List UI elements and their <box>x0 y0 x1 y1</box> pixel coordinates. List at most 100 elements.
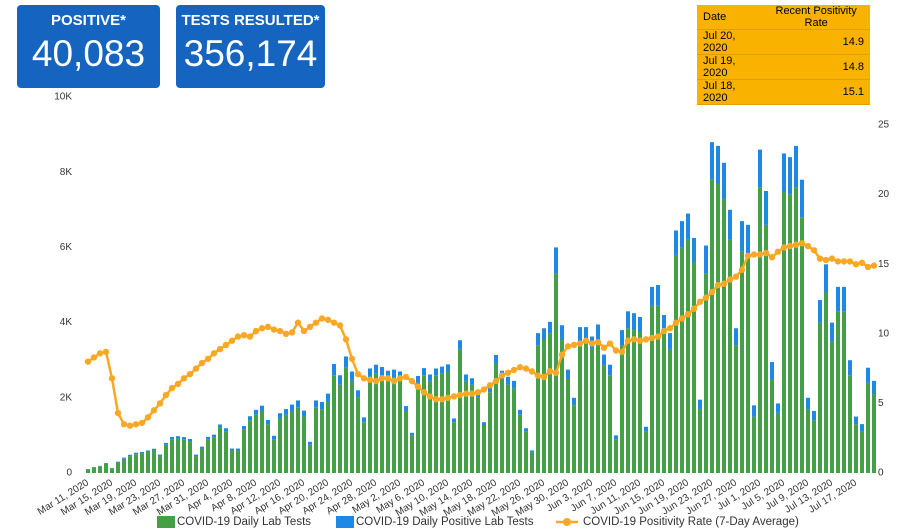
x-tick-label: Apr 28, 2020 <box>325 477 380 517</box>
line-point <box>588 340 596 347</box>
bar <box>146 450 150 452</box>
bar <box>530 452 534 473</box>
bar <box>572 405 576 473</box>
x-tick-label: May 14, 2020 <box>418 477 476 519</box>
table-header: Recent Positivity Rate <box>762 5 870 30</box>
line-point <box>534 372 542 379</box>
bar <box>614 435 618 440</box>
bar <box>692 238 696 263</box>
x-tick-label: Jun 15, 2020 <box>612 477 667 517</box>
line-point <box>546 368 554 375</box>
bar <box>830 322 834 342</box>
line-point <box>768 254 776 261</box>
line-point <box>750 251 758 258</box>
line-point <box>156 400 164 407</box>
bar <box>434 375 438 473</box>
line-point <box>408 377 416 385</box>
line-point <box>540 373 548 381</box>
bar <box>848 360 852 376</box>
bar <box>212 434 216 438</box>
bar <box>188 441 192 473</box>
table-cell: Jul 18, 2020 <box>697 79 763 105</box>
line-point <box>846 258 854 265</box>
x-tick-label: Jul 13, 2020 <box>783 477 835 515</box>
bar <box>362 417 366 423</box>
bar <box>206 436 210 440</box>
bar <box>512 380 516 389</box>
bar <box>620 345 624 473</box>
line-point <box>252 327 260 335</box>
bar <box>710 179 714 473</box>
line-point <box>84 358 92 365</box>
line-point <box>792 241 800 248</box>
bar <box>230 448 234 451</box>
x-tick-label: Jul 1, 2020 <box>716 477 764 512</box>
x-tick-label: Jun 3, 2020 <box>545 477 596 514</box>
bar <box>200 446 204 449</box>
bar <box>674 254 678 473</box>
bar <box>152 450 156 473</box>
bar <box>350 380 354 473</box>
bar <box>320 401 324 410</box>
line-point <box>330 319 338 326</box>
bar <box>794 187 798 474</box>
bar <box>392 369 396 378</box>
table-cell: 14.9 <box>762 29 870 55</box>
line-point <box>288 329 296 336</box>
bar <box>506 384 510 473</box>
bar <box>638 316 642 332</box>
line-point <box>312 319 320 326</box>
bar <box>422 375 426 473</box>
bar <box>494 354 498 364</box>
line-point <box>630 336 638 343</box>
bar <box>782 191 786 473</box>
bar <box>860 424 864 432</box>
line-point <box>576 340 584 347</box>
line-point <box>342 336 350 343</box>
bar <box>608 375 612 473</box>
bar <box>176 436 180 439</box>
bar <box>134 452 138 455</box>
line-point <box>678 315 686 322</box>
line-point <box>804 242 812 250</box>
line-point <box>654 333 662 340</box>
legend-label: COVID-19 Daily Lab Tests <box>177 516 311 528</box>
line-point <box>270 326 278 333</box>
bar <box>560 325 564 340</box>
bar <box>872 394 876 473</box>
bar <box>824 264 828 293</box>
line-point <box>450 393 458 400</box>
bar <box>110 468 114 473</box>
bar <box>866 367 870 383</box>
line-point <box>168 384 176 392</box>
bar <box>290 404 294 411</box>
line-point <box>402 373 410 381</box>
line-point <box>624 337 632 344</box>
x-tick-label: Jun 19, 2020 <box>636 477 691 517</box>
line-point <box>192 365 200 372</box>
bar <box>788 157 792 195</box>
line-point <box>552 369 560 376</box>
bar <box>230 450 234 473</box>
bar <box>170 439 174 473</box>
bar <box>128 454 132 457</box>
line-point <box>456 391 464 399</box>
line <box>87 242 875 427</box>
line-point <box>396 375 404 382</box>
bar <box>104 463 108 464</box>
line-point <box>234 333 242 340</box>
bar <box>326 401 330 473</box>
bar <box>338 375 342 385</box>
line-point <box>276 327 284 335</box>
line-point <box>384 375 392 382</box>
bar <box>830 341 834 473</box>
x-tick-label: Jun 27, 2020 <box>684 477 739 517</box>
bar <box>734 328 738 346</box>
bar <box>638 332 642 473</box>
bar <box>440 373 444 473</box>
line-point <box>336 322 344 329</box>
bar <box>722 198 726 473</box>
bar <box>506 376 510 385</box>
line-point <box>738 266 746 273</box>
bar <box>854 416 858 425</box>
